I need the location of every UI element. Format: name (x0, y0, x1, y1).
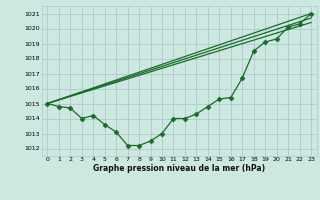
X-axis label: Graphe pression niveau de la mer (hPa): Graphe pression niveau de la mer (hPa) (93, 164, 265, 173)
